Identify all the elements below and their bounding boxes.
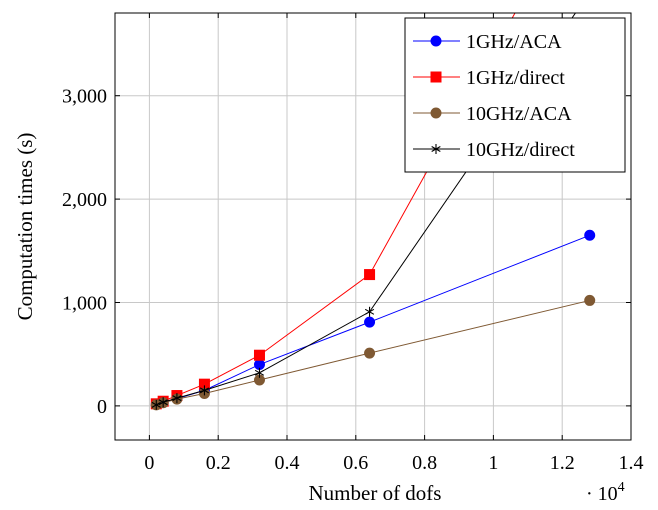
legend-swatch-marker — [430, 35, 442, 47]
y-axis-title: Computation times (s) — [13, 133, 37, 321]
legend-swatch-marker — [430, 107, 442, 119]
x-tick-label: 0.4 — [275, 452, 300, 474]
x-tick-label: 0.8 — [412, 452, 437, 474]
series-10ghz-direct — [151, 13, 577, 410]
data-point — [172, 393, 182, 404]
axis-ticks: 0 0.2 0.4 0.6 0.8 1 1.2 1.4 0 1,000 2,000 3,000 — [62, 13, 644, 474]
data-point — [151, 399, 161, 410]
series-group — [150, 13, 596, 411]
legend-item: 1GHz/ACA — [413, 31, 562, 53]
x-tick-label: 1.2 — [550, 452, 575, 474]
data-point — [158, 397, 168, 408]
legend-swatch-marker — [431, 144, 441, 154]
data-point — [254, 367, 265, 378]
y-tick-label: 0 — [97, 396, 107, 418]
data-point — [364, 269, 376, 281]
data-point — [364, 347, 376, 359]
y-tick-label: 2,000 — [62, 189, 107, 211]
x-axis-title: Number of dofs — [309, 481, 442, 505]
legend-label: 10GHz/direct — [466, 139, 575, 161]
plot-frame — [114, 12, 632, 441]
x-tick-label: 1.4 — [619, 452, 644, 474]
x-axis-multiplier: · 104 — [586, 480, 625, 505]
data-point — [584, 229, 596, 241]
data-point — [364, 316, 376, 328]
x-tick-label: 1 — [488, 452, 498, 474]
legend-label: 1GHz/ACA — [466, 31, 562, 53]
y-tick-label: 1,000 — [62, 292, 107, 314]
legend-label: 10GHz/ACA — [466, 103, 572, 125]
x-tick-label: 0 — [144, 452, 154, 474]
legend-item: 1GHz/direct — [413, 67, 565, 89]
x-tick-label: 0.6 — [343, 452, 368, 474]
legend-box — [404, 17, 626, 173]
data-point — [584, 294, 596, 306]
data-point — [364, 306, 375, 317]
y-tick-label: 3,000 — [62, 86, 107, 108]
data-point — [199, 385, 210, 396]
legend-item: 10GHz/direct — [413, 139, 575, 161]
legend-item: 10GHz/ACA — [413, 103, 572, 125]
data-point — [253, 349, 265, 361]
x-multiplier-base: · 10 — [586, 483, 618, 505]
legend-label: 1GHz/direct — [466, 67, 565, 89]
legend-swatch-marker — [430, 71, 442, 83]
x-tick-label: 0.2 — [206, 452, 231, 474]
x-multiplier-exponent: 4 — [618, 480, 625, 495]
legend: 1GHz/ACA 1GHz/direct 10GHz/ACA 10GHz/direct — [404, 17, 626, 173]
